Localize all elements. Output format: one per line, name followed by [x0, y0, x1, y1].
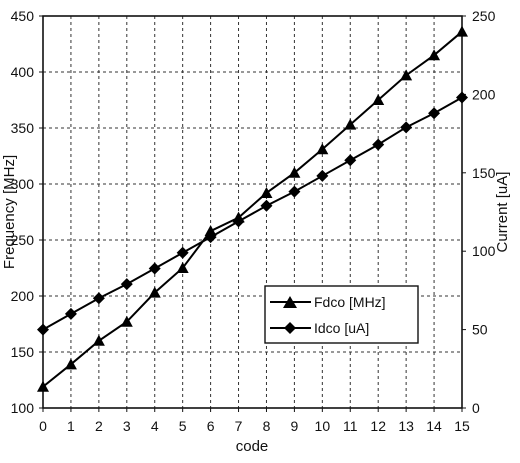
fdco-data-point-triangle [428, 49, 441, 61]
legend-idco-label: Idco [uA] [314, 320, 369, 336]
x-tick-label: 14 [426, 418, 442, 434]
x-tick-label: 1 [67, 418, 75, 434]
x-tick-label: 2 [95, 418, 103, 434]
idco-series-line [42, 96, 463, 331]
idco-data-point-diamond [148, 262, 161, 275]
legend-idco-diamond-icon [284, 322, 296, 334]
right-y-tick-label: 250 [472, 8, 496, 24]
axis-ticks: 0 1 2 3 4 5 6 7 8 9 10 11 12 13 14 15100150200250300350… [11, 8, 496, 434]
fdco-data-point-triangle [372, 94, 385, 105]
left-y-tick-label: 450 [11, 8, 35, 24]
plot-frame [42, 15, 463, 409]
x-tick-label: 8 [263, 418, 271, 434]
left-y-tick-label: 200 [11, 288, 35, 304]
fdco-data-point-triangle [92, 334, 105, 346]
idco-data-point-diamond [456, 91, 468, 104]
x-tick-label: 13 [398, 418, 414, 434]
left-y-tick-label: 150 [11, 344, 35, 360]
fdco-data-point-triangle [316, 143, 329, 155]
fdco-data-point-triangle [204, 225, 217, 237]
right-y-tick-label: 50 [472, 322, 488, 338]
idco-data-point-diamond [400, 121, 413, 134]
legend: Fdco [MHz] Idco [uA] [264, 285, 419, 344]
x-tick-label: 9 [291, 418, 299, 434]
x-tick-label: 5 [179, 418, 187, 434]
x-tick-label: 3 [123, 418, 131, 434]
fdco-series-line [42, 30, 463, 388]
idco-data-point-diamond [204, 231, 217, 244]
fdco-data-point-triangle [456, 25, 468, 37]
idco-data-point-diamond [176, 246, 189, 259]
fdco-data-point-triangle [260, 186, 273, 198]
idco-data-point-diamond [64, 307, 77, 320]
left-y-tick-label: 100 [11, 400, 35, 416]
idco-data-point-diamond [92, 292, 105, 305]
left-y-tick-label: 250 [11, 232, 35, 248]
fdco-data-point-triangle [344, 118, 357, 130]
idco-data-point-diamond [344, 154, 357, 167]
idco-data-point-diamond [372, 138, 385, 151]
left-y-tick-label: 350 [11, 120, 35, 136]
x-tick-label: 10 [315, 418, 331, 434]
left-y-tick-label: 300 [11, 176, 35, 192]
x-tick-label: 12 [370, 418, 386, 434]
x-tick-label: 15 [454, 418, 470, 434]
idco-data-point-diamond [260, 199, 273, 212]
idco-data-point-diamond [288, 185, 301, 198]
data-series [37, 25, 468, 392]
right-y-tick-label: 150 [472, 165, 496, 181]
idco-data-point-diamond [428, 107, 441, 120]
idco-data-point-diamond [120, 278, 133, 291]
right-y-tick-label: 0 [472, 400, 480, 416]
fdco-data-point-triangle [148, 286, 161, 298]
legend-fdco-triangle-icon [283, 296, 297, 308]
idco-data-point-diamond [37, 323, 49, 336]
right-y-tick-label: 200 [472, 86, 496, 102]
fdco-data-point-triangle [37, 380, 49, 392]
left-y-axis-label: Frequency [MHz] [1, 155, 18, 269]
x-tick-label: 0 [39, 418, 47, 434]
fdco-data-point-triangle [64, 358, 77, 370]
fdco-data-point-triangle [120, 315, 133, 327]
legend-fdco-label: Fdco [MHz] [314, 294, 386, 310]
idco-data-point-diamond [316, 169, 329, 182]
fdco-data-point-triangle [288, 166, 301, 178]
left-y-tick-label: 400 [11, 64, 35, 80]
idco-data-point-diamond [232, 215, 245, 228]
right-y-tick-label: 100 [472, 243, 496, 259]
x-tick-label: 6 [207, 418, 215, 434]
x-tick-label: 7 [235, 418, 243, 434]
right-y-axis-label: Current [uA] [494, 172, 511, 253]
fdco-data-point-triangle [400, 69, 413, 81]
fdco-data-point-triangle [176, 262, 189, 273]
x-tick-label: 11 [343, 418, 358, 434]
x-tick-label: 4 [151, 418, 159, 434]
x-axis-label: code [236, 438, 269, 455]
